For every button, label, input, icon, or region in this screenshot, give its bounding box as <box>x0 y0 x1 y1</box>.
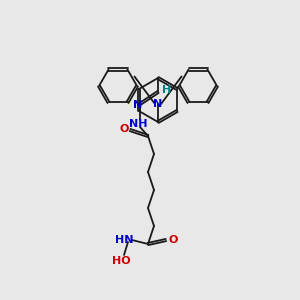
Text: HO: HO <box>112 256 130 266</box>
Text: O: O <box>119 124 129 134</box>
Text: HN: HN <box>115 235 133 245</box>
Text: NH: NH <box>129 119 147 129</box>
Text: O: O <box>168 235 178 245</box>
Text: H: H <box>162 85 172 95</box>
Text: N: N <box>134 100 142 110</box>
Text: N: N <box>153 99 163 109</box>
